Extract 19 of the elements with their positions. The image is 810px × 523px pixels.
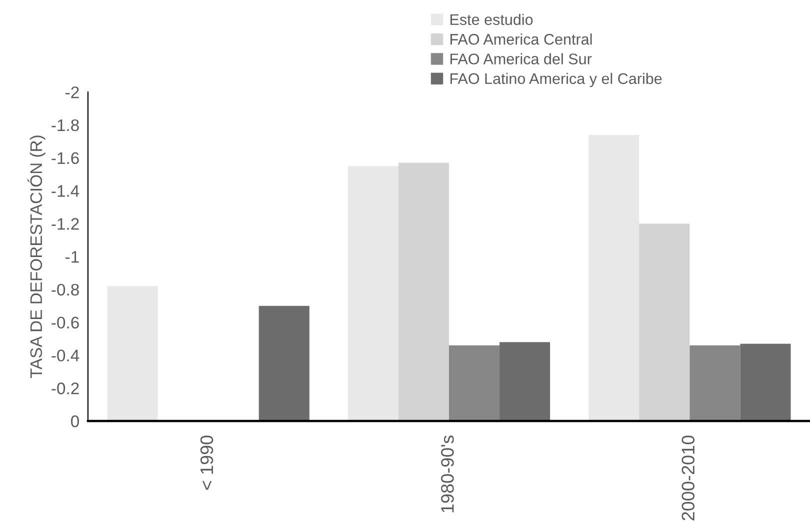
x-tick-label: 1980-90's bbox=[441, 436, 454, 512]
y-tick-label: -1.2 bbox=[52, 218, 79, 230]
y-tick-label: -0.4 bbox=[52, 350, 80, 362]
legend-label: FAO America del Sur bbox=[450, 53, 592, 64]
legend-label: FAO America Central bbox=[450, 34, 592, 45]
y-tick-label: -0.2 bbox=[52, 382, 79, 394]
y-tick-label: -0.8 bbox=[52, 284, 79, 296]
legend-label: FAO Latino America y el Caribe bbox=[450, 72, 662, 88]
y-tick-label: -1 bbox=[66, 251, 79, 263]
y-tick-label: -2 bbox=[66, 86, 79, 98]
y-axis-title: TASA DE DEFORESTACIÓN (R) bbox=[27, 136, 46, 378]
y-tick-label: -1.8 bbox=[52, 119, 79, 132]
y-tick-label: 0 bbox=[71, 415, 79, 428]
y-tick-label: -1.6 bbox=[52, 152, 79, 164]
y-tick-label: -0.6 bbox=[52, 316, 79, 329]
x-tick-label: 2000-2010 bbox=[682, 436, 695, 520]
y-tick-label: -1.4 bbox=[52, 185, 80, 197]
x-tick-label: < 1990 bbox=[200, 436, 214, 490]
legend-label: Este estudio bbox=[450, 14, 533, 26]
